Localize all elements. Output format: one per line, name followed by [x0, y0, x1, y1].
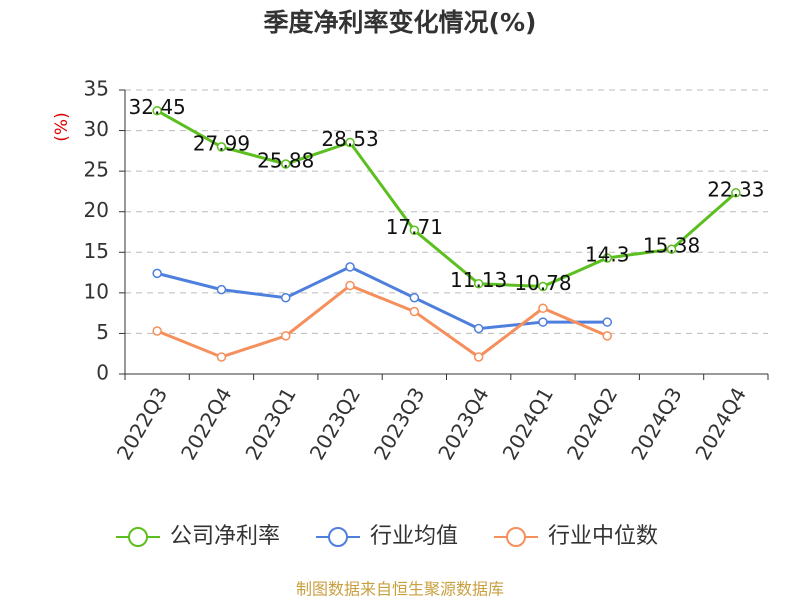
x-tick-label: 2023Q4	[433, 383, 493, 464]
y-tick-label: 5	[96, 320, 109, 344]
data-label: 28.53	[321, 127, 378, 151]
point	[731, 188, 741, 198]
point	[409, 306, 420, 317]
y-tick-label: 15	[84, 239, 109, 263]
x-tick-label: 2023Q1	[240, 383, 300, 464]
x-tick-label: 2024Q3	[626, 383, 686, 464]
point	[345, 262, 355, 272]
point	[345, 137, 355, 148]
data-label: 10.78	[514, 271, 571, 295]
legend-label: 行业中位数	[548, 524, 658, 549]
y-tick-label: 30	[84, 117, 109, 141]
data-label: 15.38	[643, 234, 700, 258]
point	[281, 331, 291, 341]
legend-marker	[328, 527, 348, 547]
x-tick-label: 2023Q2	[305, 383, 365, 464]
point	[538, 281, 548, 292]
data-label: 11.13	[450, 268, 507, 292]
series-line	[156, 265, 608, 331]
data-label: 32.45	[129, 95, 186, 119]
legend-label: 公司净利率	[170, 524, 280, 549]
point	[345, 280, 355, 291]
source-note: 制图数据来自恒生聚源数据库	[296, 580, 504, 599]
y-axis-label: (%)	[52, 112, 72, 141]
x-tick-label: 2024Q4	[690, 383, 750, 464]
data-label: 14.3	[585, 242, 630, 266]
x-tick-label: 2022Q4	[176, 383, 236, 464]
y-tick-label: 20	[84, 198, 109, 222]
x-tick-label: 2023Q3	[369, 383, 429, 464]
x-tick-label: 2024Q2	[562, 383, 622, 464]
chart-title: 季度净利率变化情况(%)	[264, 8, 537, 37]
point	[473, 278, 484, 289]
point	[409, 225, 420, 236]
point	[409, 292, 420, 303]
x-tick-label: 2024Q1	[498, 383, 558, 464]
point	[216, 142, 227, 152]
data-label: 25.88	[257, 149, 314, 173]
point	[216, 352, 227, 362]
point	[152, 268, 162, 279]
point	[281, 159, 291, 169]
y-tick-label: 25	[84, 158, 109, 182]
point	[602, 331, 612, 341]
point	[602, 253, 612, 263]
legend-marker	[506, 527, 526, 547]
point	[152, 326, 162, 336]
series-line	[156, 283, 608, 359]
point	[152, 105, 162, 116]
legend-label: 行业均值	[370, 524, 458, 549]
point	[602, 317, 612, 327]
x-tick-label: 2022Q3	[112, 383, 172, 464]
point	[538, 317, 548, 327]
data-label: 17.71	[386, 215, 443, 239]
point	[666, 244, 677, 254]
y-tick-label: 0	[96, 361, 109, 385]
point	[281, 292, 291, 303]
point	[473, 323, 484, 334]
y-tick-label: 35	[84, 77, 109, 101]
series-line	[156, 109, 737, 289]
data-label: 27.99	[193, 131, 250, 155]
point	[538, 303, 548, 314]
legend-marker	[128, 527, 148, 547]
y-tick-label: 10	[84, 279, 109, 303]
point	[473, 352, 484, 362]
point	[216, 284, 227, 295]
data-label: 22.33	[707, 177, 764, 201]
